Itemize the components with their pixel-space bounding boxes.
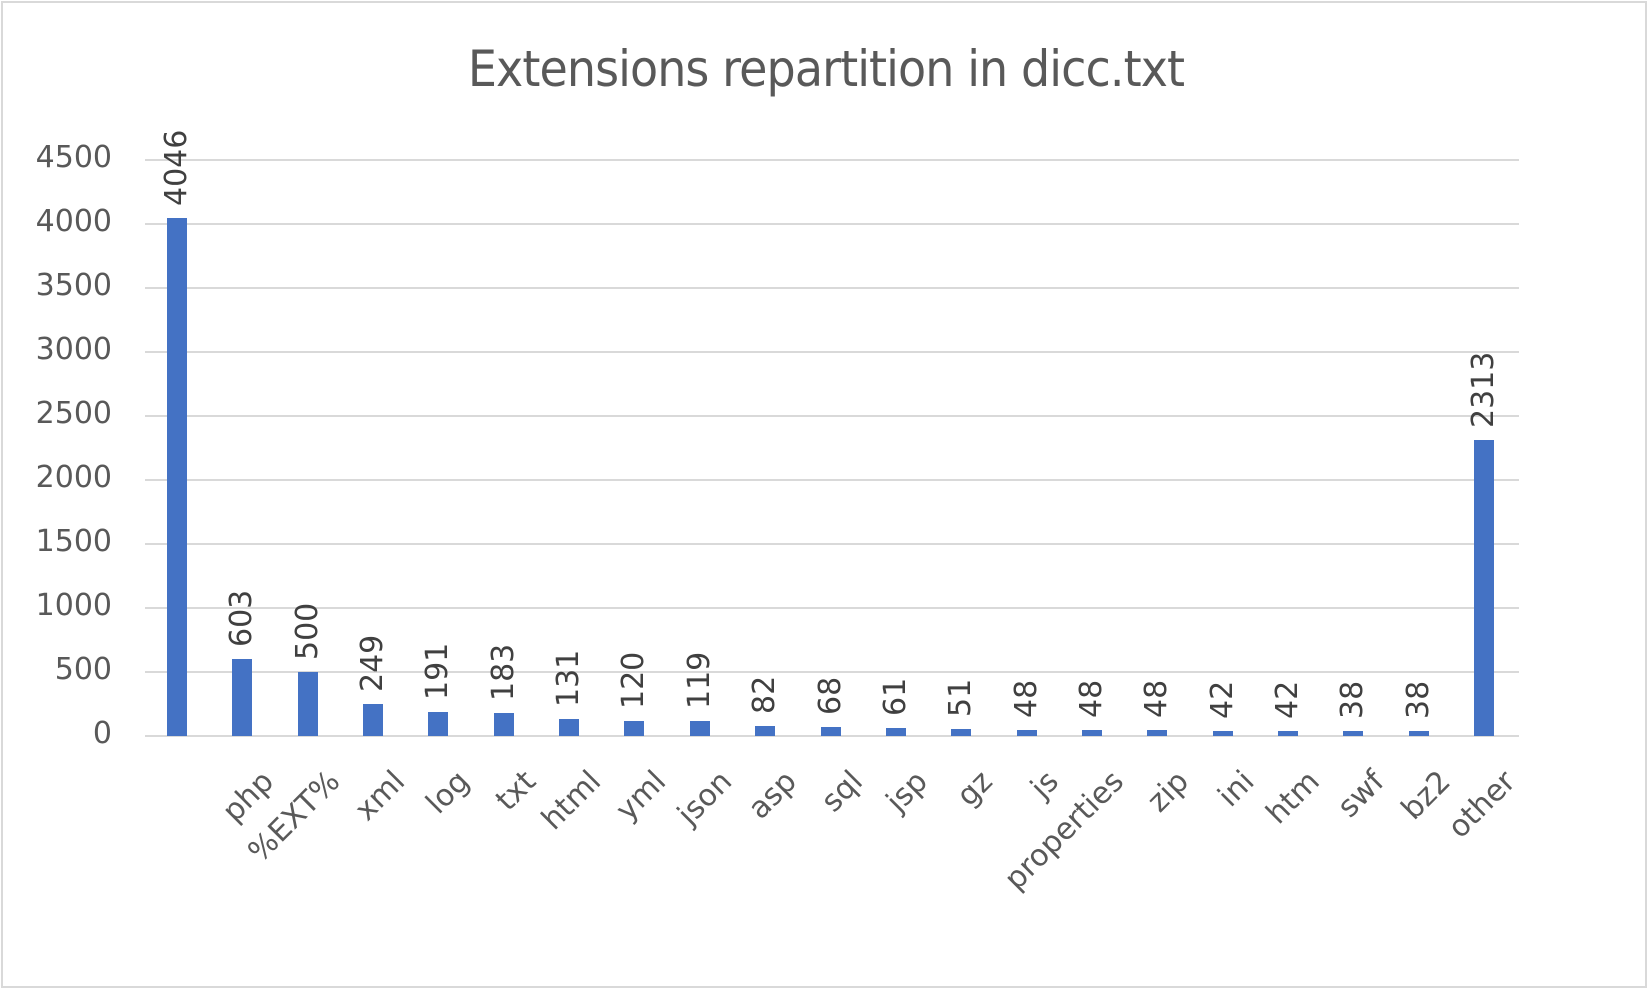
- bar: [951, 729, 972, 736]
- x-tick-label: zip: [1140, 764, 1197, 820]
- x-tick-label: other: [1441, 764, 1523, 846]
- data-label: 119: [681, 651, 717, 709]
- gridline: [145, 543, 1519, 545]
- x-tick-label: asp: [741, 764, 804, 827]
- bar: [624, 720, 645, 736]
- bar: [755, 725, 776, 736]
- x-tick-label: sql: [814, 764, 870, 820]
- data-label: 4046: [159, 129, 194, 207]
- gridline: [145, 479, 1519, 481]
- bar: [1147, 729, 1168, 736]
- bar: [820, 727, 841, 736]
- gridline: [145, 287, 1519, 289]
- y-tick-label: 500: [54, 652, 112, 687]
- gridline: [145, 159, 1519, 161]
- y-tick-label: 2000: [35, 460, 112, 495]
- x-tick-label: js: [1023, 764, 1066, 806]
- gridline: [145, 351, 1519, 353]
- bar: [1474, 439, 1494, 736]
- gridline: [145, 223, 1519, 225]
- y-tick-label: 0: [92, 716, 112, 751]
- x-tick-label: swf: [1331, 764, 1392, 825]
- x-tick-label: html: [535, 764, 609, 838]
- gridline: [145, 415, 1519, 417]
- data-label: 48: [1139, 679, 1175, 718]
- data-label: 120: [616, 651, 652, 709]
- x-tick-label: xml: [348, 764, 413, 828]
- bar: [428, 711, 449, 736]
- data-label: 42: [1269, 680, 1305, 719]
- data-label: 249: [355, 634, 391, 693]
- bar: [297, 672, 318, 736]
- gridline: [145, 607, 1519, 609]
- data-label: 61: [877, 678, 913, 717]
- data-label: 51: [943, 679, 979, 718]
- data-label: 68: [812, 677, 848, 716]
- y-tick-label: 4500: [35, 140, 112, 175]
- y-tick-label: 2500: [35, 396, 112, 431]
- data-label: 131: [551, 649, 587, 708]
- bar: [1016, 729, 1037, 736]
- bar: [1343, 731, 1364, 736]
- y-tick-label: 3500: [35, 268, 112, 303]
- data-label: 48: [1073, 679, 1109, 718]
- data-label: 38: [1335, 680, 1371, 720]
- x-tick-label: ini: [1211, 764, 1262, 814]
- bar: [1081, 729, 1102, 736]
- x-tick-label: json: [670, 764, 739, 833]
- bar: [559, 719, 580, 736]
- x-tick-label: properties: [997, 764, 1131, 898]
- data-label: 183: [485, 643, 521, 701]
- y-tick-label: 4000: [35, 204, 112, 239]
- bar: [1277, 730, 1298, 736]
- bar: [363, 704, 384, 736]
- data-label: 603: [224, 589, 260, 647]
- data-label: 82: [747, 675, 783, 714]
- x-tick-label: log: [419, 764, 477, 822]
- data-label: 500: [289, 602, 325, 660]
- y-tick-label: 1000: [35, 588, 112, 623]
- bar: [1212, 730, 1233, 736]
- bar: [1408, 731, 1429, 736]
- y-tick-label: 3000: [35, 332, 112, 367]
- x-tick-label: txt: [488, 764, 543, 818]
- x-tick-label: htm: [1259, 764, 1327, 832]
- data-label: 42: [1204, 680, 1240, 719]
- x-tick-label: yml: [609, 764, 674, 828]
- data-label: 191: [420, 642, 456, 700]
- bar: [232, 658, 253, 736]
- gridline: [145, 735, 1519, 737]
- chart-title: Extensions repartition in dicc.txt: [467, 40, 1185, 98]
- x-tick-label: gz: [950, 764, 1000, 814]
- bar: [493, 712, 514, 736]
- data-label: 38: [1400, 680, 1436, 720]
- bar: [689, 720, 710, 736]
- bar: [885, 728, 906, 736]
- bar: [167, 218, 187, 736]
- gridline: [145, 671, 1519, 673]
- x-tick-label: jsp: [879, 764, 935, 820]
- data-label: 48: [1008, 679, 1044, 718]
- data-label: 2313: [1466, 351, 1501, 428]
- y-tick-label: 1500: [35, 524, 112, 559]
